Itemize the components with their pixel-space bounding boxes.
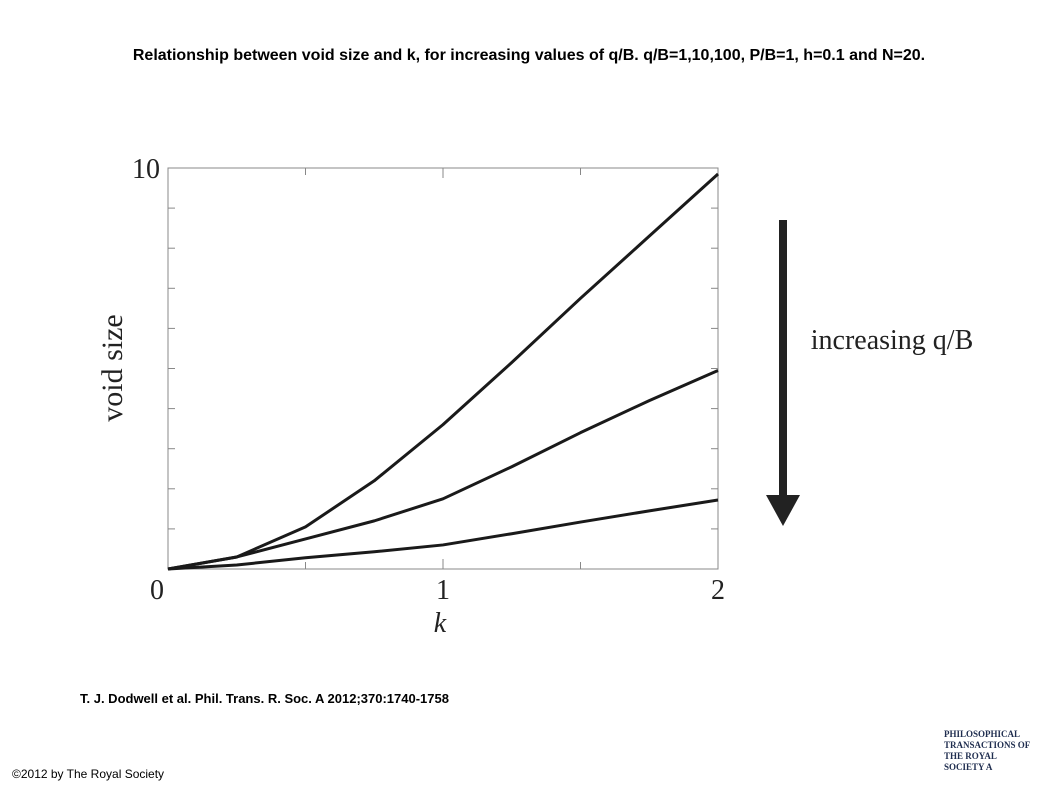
plot-frame <box>167 167 719 570</box>
citation: T. J. Dodwell et al. Phil. Trans. R. Soc… <box>80 691 449 706</box>
series-line <box>167 498 719 571</box>
annotation: increasing q/B <box>811 325 974 356</box>
copyright: ©2012 by The Royal Society <box>12 767 165 781</box>
series-line <box>167 369 719 571</box>
logo: PHILOSOPHICAL TRANSACTIONS OF THE ROYAL … <box>944 729 1030 772</box>
arrow-head <box>766 495 800 526</box>
chart-title: Relationship between void size and k, fo… <box>132 47 926 64</box>
x-tick-label: 1 <box>436 575 450 606</box>
x-tick-label: 0 <box>150 575 164 606</box>
y-tick-label: 10 <box>132 154 160 185</box>
y-axis-label: void size <box>96 314 129 421</box>
chart: k void size increasing q/B 10 0 1 2 <box>96 154 974 639</box>
x-axis-label: k <box>434 608 447 639</box>
x-tick-label: 2 <box>711 575 725 606</box>
series-line <box>167 172 720 571</box>
